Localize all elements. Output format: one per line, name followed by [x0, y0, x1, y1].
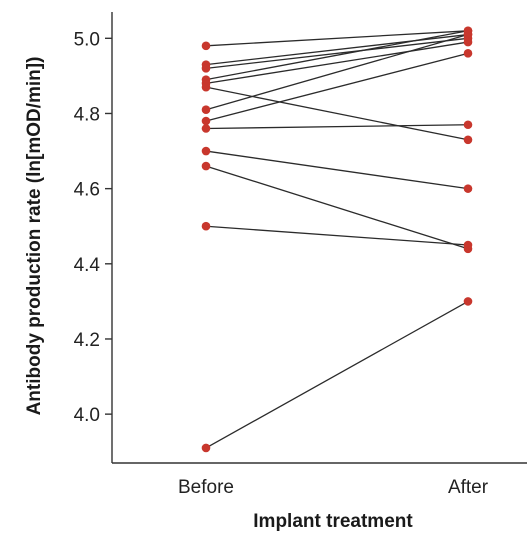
- y-tick-label: 4.0: [74, 405, 100, 426]
- pair-line: [205, 33, 469, 111]
- before-point: [201, 146, 211, 156]
- pair-line: [205, 33, 469, 66]
- pair-line: [205, 165, 469, 250]
- x-tick-label-after: After: [448, 477, 489, 498]
- axes: [111, 12, 527, 464]
- before-point: [201, 41, 211, 51]
- pair-line: [205, 300, 469, 449]
- before-point: [201, 64, 211, 73]
- pair-line: [205, 52, 469, 122]
- pair-line: [205, 30, 469, 47]
- pair-line: [205, 150, 469, 190]
- after-point: [463, 135, 473, 145]
- pair-line: [205, 37, 469, 70]
- data-points: [201, 26, 473, 453]
- y-tick-label: 4.2: [74, 330, 100, 351]
- before-point: [201, 124, 211, 133]
- y-tick-label: 4.4: [74, 255, 101, 276]
- before-point: [201, 221, 211, 231]
- after-point: [463, 30, 473, 39]
- after-point: [463, 297, 473, 306]
- y-ticks: 4.0 4.2 4.4 4.6 4.8 5.0: [74, 29, 112, 426]
- after-point: [463, 240, 473, 250]
- before-point: [201, 82, 211, 92]
- y-tick-label: 5.0: [74, 29, 100, 50]
- y-tick-label: 4.8: [74, 104, 100, 125]
- pair-line: [205, 30, 469, 81]
- pair-line: [205, 41, 469, 85]
- before-point: [201, 116, 211, 126]
- x-ticks: Before After: [178, 477, 489, 498]
- pair-line: [205, 124, 469, 130]
- after-point: [463, 49, 473, 58]
- pair-line: [205, 225, 469, 246]
- y-tick-label: 4.6: [74, 180, 100, 201]
- before-point: [201, 105, 211, 115]
- pair-line: [205, 86, 469, 141]
- x-tick-label-before: Before: [178, 477, 234, 498]
- y-axis-title: Antibody production rate (ln[mOD/min]): [24, 57, 45, 416]
- after-point: [463, 37, 473, 47]
- after-point: [463, 184, 473, 193]
- pair-lines: [205, 30, 469, 449]
- before-point: [201, 443, 211, 453]
- before-point: [201, 161, 211, 171]
- x-axis-title: Implant treatment: [253, 511, 413, 532]
- after-point: [463, 120, 473, 130]
